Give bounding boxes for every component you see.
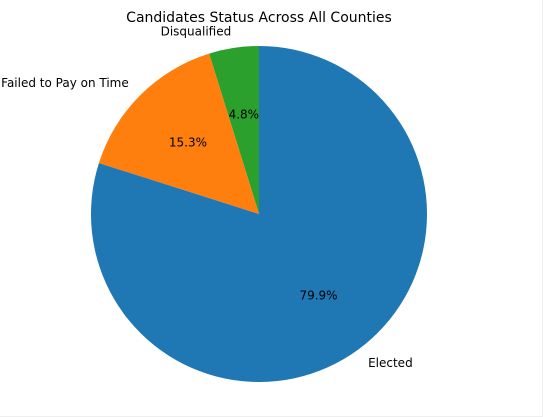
pie-category-label-failed-to-pay-on-time: Failed to Pay on Time: [1, 76, 129, 90]
pie-slice-elected: [90, 46, 427, 382]
pie-slices: [90, 46, 427, 382]
pie-pct-label-failed-to-pay-on-time: 15.3%: [169, 136, 207, 150]
pie-pct-label-disqualified: 4.8%: [229, 107, 260, 121]
pie-category-label-disqualified: Disqualified: [161, 24, 232, 38]
pie-pct-label-elected: 79.9%: [299, 288, 337, 302]
pie-category-label-elected: Elected: [368, 356, 413, 370]
chart-title: Candidates Status Across All Counties: [126, 10, 392, 26]
pie-slice-failed-to-pay-on-time: [98, 53, 259, 214]
pie-slice-disqualified: [209, 46, 259, 214]
pie-labels: 4.8% Disqualified 15.3% Failed to Pay on Ti…: [1, 24, 413, 370]
